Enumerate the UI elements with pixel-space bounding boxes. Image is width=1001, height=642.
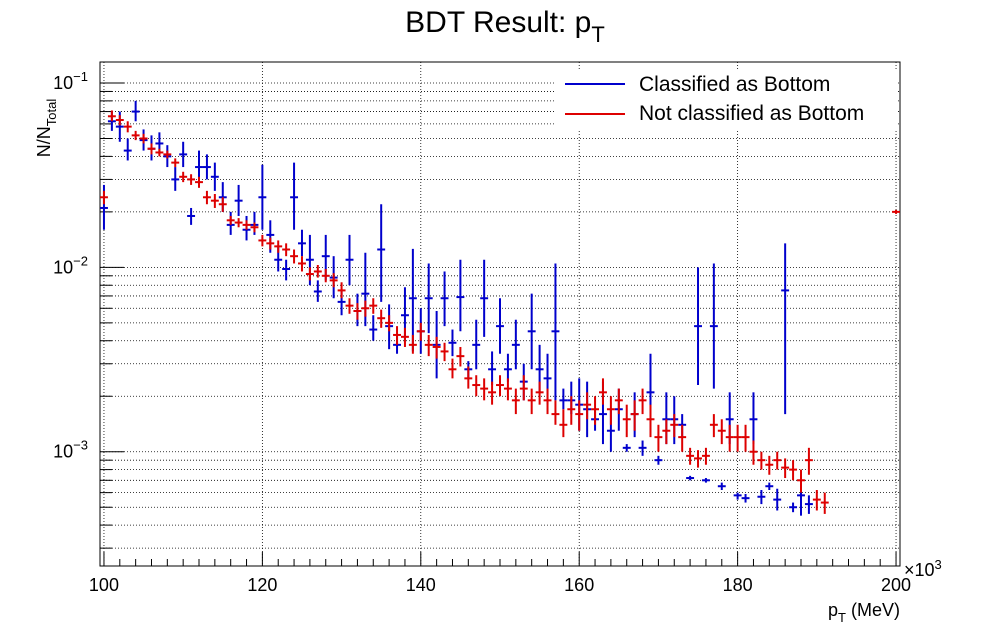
legend-background [555,70,897,130]
y-axis-title: N/NTotal [34,99,59,158]
x-axis-multiplier: ×103 [904,557,942,580]
y-tick-label: 10−1 [53,69,88,93]
series-1 [100,110,900,514]
x-tick-label: 200 [881,575,911,595]
x-tick-label: 100 [89,575,119,595]
x-tick-label: 140 [406,575,436,595]
x-tick-label: 180 [723,575,753,595]
x-tick-label: 120 [247,575,277,595]
legend-label-classified: Classified as Bottom [639,73,830,96]
axis-labels: 100 120 140 160 180 200 10−1 10−2 10−3 [53,69,911,595]
x-axis-title: pT (MeV) [828,600,900,625]
data-series [100,100,900,516]
chart-title: BDT Result: pT [405,6,605,47]
axis-ticks [100,82,897,566]
legend-label-not-classified: Not classified as Bottom [639,102,864,125]
y-tick-label: 10−3 [53,438,88,462]
legend: Classified as Bottom Not classified as B… [555,70,897,130]
y-tick-label: 10−2 [53,253,88,277]
x-tick-label: 160 [564,575,594,595]
